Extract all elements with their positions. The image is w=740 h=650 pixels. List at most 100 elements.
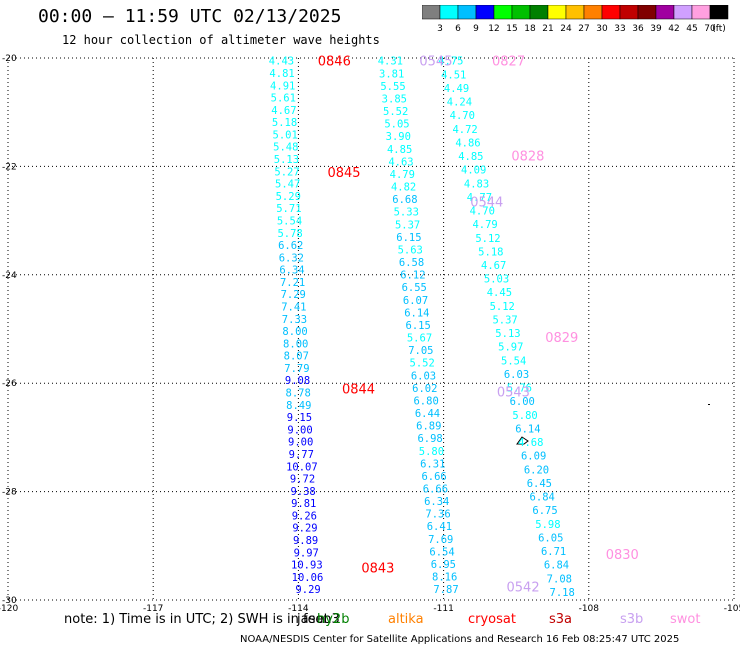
units-note: note: 1) Time is in UTC; 2) SWH is in fe… (64, 612, 329, 627)
wave-height-value: 5.52 (383, 106, 408, 118)
wave-height-value: 10.07 (286, 461, 318, 473)
wave-height-value: 6.09 (521, 451, 546, 463)
wave-height-value: 9.00 (288, 437, 313, 449)
wave-height-value: 9.89 (293, 535, 318, 547)
wave-height-value: 3.85 (382, 93, 407, 105)
color-scale-swatch (493, 5, 513, 20)
wave-height-value: 5.98 (535, 519, 560, 531)
wave-height-value: 4.45 (487, 287, 512, 299)
color-scale-label: 39 (650, 24, 662, 33)
color-scale-label: 21 (542, 24, 553, 33)
color-scale-label: 27 (578, 24, 589, 33)
wave-height-value: 5.33 (394, 207, 419, 219)
color-scale-label: 6 (455, 24, 461, 33)
wave-height-value: 9.29 (292, 523, 317, 535)
wave-height-value: 9.00 (287, 424, 312, 436)
color-scale-label: 18 (524, 24, 536, 33)
color-scale-label: 3 (437, 24, 443, 33)
color-scale-swatch (565, 5, 585, 20)
wave-height-value: 5.27 (274, 166, 299, 178)
wave-height-value: 6.84 (530, 492, 555, 504)
wave-height-value: 6.45 (527, 478, 552, 490)
color-scale-swatch (529, 5, 549, 20)
wave-height-value: 7.21 (280, 277, 305, 289)
color-scale-label: 30 (596, 24, 608, 33)
wave-height-value: 4.83 (464, 178, 489, 190)
lon-tick-label: -105 (724, 604, 740, 614)
wave-height-value: 8.78 (286, 388, 311, 400)
wave-height-value: 5.80 (419, 446, 444, 458)
pass-time-label: 0843 (361, 561, 394, 576)
wave-height-value: 6.32 (279, 252, 304, 264)
color-scale-swatch (475, 5, 495, 20)
wave-height-value: 5.12 (475, 233, 500, 245)
wave-height-value: 4.85 (387, 144, 412, 156)
wave-height-value: 6.44 (415, 408, 440, 420)
wave-height-value: 9.77 (289, 449, 314, 461)
wave-height-value: 5.37 (395, 219, 420, 231)
pass-time-label: 0827 (492, 55, 525, 70)
wave-height-value: 6.07 (403, 295, 428, 307)
wave-height-value: 8.49 (286, 400, 311, 412)
wave-height-value: 9.29 (295, 584, 320, 596)
color-scale-swatch (583, 5, 603, 20)
wave-height-value: 4.86 (455, 137, 480, 149)
chart-subtitle: 12 hour collection of altimeter wave hei… (62, 33, 380, 47)
wave-height-value: 6.75 (532, 505, 557, 517)
wave-height-value: 5.13 (274, 154, 299, 166)
color-scale-swatch (691, 5, 711, 20)
wave-height-value: 6.66 (423, 484, 448, 496)
wave-height-value: 6.31 (420, 458, 445, 470)
wave-height-value: 5.37 (492, 314, 517, 326)
wave-height-value: 5.05 (384, 119, 409, 131)
color-scale-swatch (709, 5, 729, 20)
legend-item-jason3: jason3 (297, 612, 340, 627)
wave-height-value: 5.63 (398, 244, 423, 256)
credit-footer: NOAA/NESDIS Center for Satellite Applica… (240, 634, 680, 645)
color-scale-label: 70 (704, 24, 716, 33)
legend-item-cryosat: cryosat (468, 612, 516, 627)
wave-height-value: 6.00 (510, 396, 535, 408)
wave-height-value: 5.54 (277, 215, 302, 227)
wave-height-value: 4.81 (269, 68, 294, 80)
chart-title: 00:00 – 11:59 UTC 02/13/2025 (38, 6, 342, 27)
wave-height-value: 6.41 (427, 521, 452, 533)
wave-height-value: 4.72 (452, 124, 477, 136)
wave-height-value: 6.58 (399, 257, 424, 269)
wave-height-value: 8.16 (432, 572, 457, 584)
wave-height-value: 6.03 (504, 369, 529, 381)
lat-tick-label: -26 (2, 379, 17, 389)
wave-height-value: 9.26 (292, 510, 317, 522)
wave-height-value: 5.54 (501, 355, 526, 367)
wave-height-value: 4.67 (481, 260, 506, 272)
wave-height-value: 4.79 (472, 219, 497, 231)
wave-height-value: 7.08 (547, 573, 572, 585)
pass-times: 0846 0845 0844 0843 0545 0544 0543 0542 0827 0828… (318, 55, 639, 596)
wave-height-value: 4.85 (458, 151, 483, 163)
wave-height-value: 4.79 (390, 169, 415, 181)
color-scale-swatch (439, 5, 459, 20)
wave-height-value: 4.68 (518, 437, 543, 449)
wave-height-value: 6.05 (538, 532, 563, 544)
wave-height-value: 7.87 (433, 584, 458, 596)
map-grid (7, 57, 735, 601)
island-dot (708, 404, 710, 405)
wave-height-value: 7.79 (284, 363, 309, 375)
wave-height-value: 6.34 (279, 265, 304, 277)
wave-height-value: 5.12 (490, 301, 515, 313)
wave-height-value: 8.07 (284, 351, 309, 363)
wave-height-value: 5.13 (495, 328, 520, 340)
wave-height-value: 6.68 (392, 194, 417, 206)
lat-tick-label: -30 (2, 596, 17, 606)
lon-tick-label: -117 (143, 604, 163, 614)
wave-height-value: 10.93 (291, 560, 323, 572)
wave-height-value: 9.08 (285, 375, 310, 387)
wave-height-value: 6.12 (400, 270, 425, 282)
island-outline (516, 436, 529, 445)
wave-height-value: 4.70 (470, 206, 495, 218)
wave-height-value: 6.55 (402, 282, 427, 294)
wave-height-value: 10.06 (292, 572, 324, 584)
wave-height-value: 6.14 (404, 307, 429, 319)
legend-item-altika: altika (388, 612, 424, 627)
